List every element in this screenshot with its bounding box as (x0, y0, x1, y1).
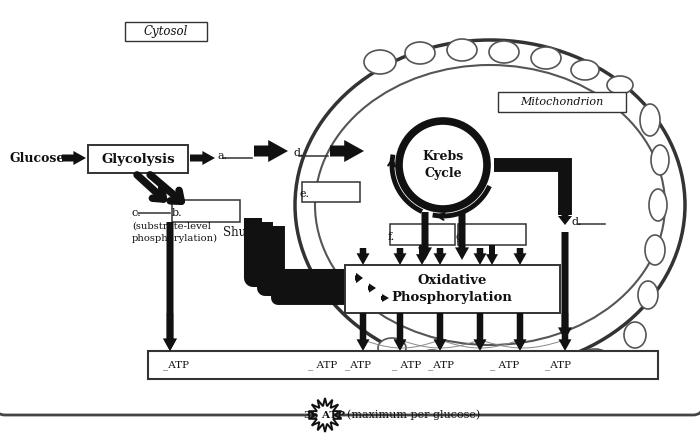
Text: Glucose: Glucose (10, 151, 65, 165)
Ellipse shape (640, 104, 660, 136)
Polygon shape (486, 245, 498, 265)
Ellipse shape (501, 359, 529, 377)
Bar (148, 351, 658, 379)
Text: Oxidative
Phosphorylation: Oxidative Phosphorylation (391, 274, 512, 304)
Text: d.: d. (293, 148, 304, 158)
Polygon shape (514, 248, 526, 265)
Polygon shape (418, 212, 432, 260)
Ellipse shape (541, 356, 569, 374)
Ellipse shape (378, 338, 406, 358)
Text: Cytosol: Cytosol (144, 25, 188, 38)
FancyBboxPatch shape (0, 0, 700, 415)
Text: (substrate-level
phosphorylation): (substrate-level phosphorylation) (132, 222, 218, 243)
Ellipse shape (638, 281, 658, 309)
Text: Glycolysis: Glycolysis (102, 153, 175, 165)
Bar (390, 224, 455, 245)
Polygon shape (559, 313, 571, 351)
Circle shape (399, 121, 487, 209)
Text: 36 ATP: 36 ATP (304, 411, 346, 419)
Ellipse shape (651, 145, 669, 175)
Polygon shape (393, 248, 407, 265)
Ellipse shape (624, 322, 646, 348)
Polygon shape (190, 151, 215, 165)
Polygon shape (254, 140, 288, 162)
Polygon shape (368, 283, 376, 293)
Bar (345, 265, 560, 313)
Ellipse shape (295, 40, 685, 370)
Polygon shape (309, 398, 342, 432)
Polygon shape (433, 248, 447, 265)
Text: (maximum per glucose): (maximum per glucose) (347, 410, 480, 420)
Ellipse shape (531, 47, 561, 69)
Polygon shape (355, 273, 363, 283)
Polygon shape (558, 232, 572, 340)
Bar (88, 145, 188, 173)
Text: _ATP: _ATP (163, 360, 189, 370)
Text: _ ATP: _ ATP (308, 360, 337, 370)
Ellipse shape (489, 41, 519, 63)
Polygon shape (473, 248, 486, 265)
Polygon shape (455, 212, 469, 260)
Polygon shape (356, 313, 370, 351)
Polygon shape (62, 151, 86, 165)
Text: a.: a. (218, 151, 228, 161)
Bar (172, 200, 240, 222)
Polygon shape (356, 248, 370, 265)
Text: g.: g. (456, 232, 466, 242)
Bar (302, 182, 360, 202)
Text: d.: d. (572, 217, 582, 227)
Polygon shape (558, 215, 572, 225)
Bar (458, 224, 526, 245)
Text: _ATP: _ATP (345, 360, 371, 370)
Text: Mitochondrion: Mitochondrion (520, 97, 603, 107)
Text: e.: e. (299, 189, 309, 199)
Ellipse shape (607, 76, 633, 94)
Polygon shape (381, 294, 389, 302)
Ellipse shape (418, 350, 446, 370)
Bar (498, 92, 626, 112)
Polygon shape (416, 245, 428, 265)
Ellipse shape (364, 50, 396, 74)
Text: Krebs
Cycle: Krebs Cycle (422, 150, 463, 180)
Polygon shape (473, 313, 486, 351)
Bar (125, 22, 207, 41)
Polygon shape (163, 222, 177, 351)
Ellipse shape (459, 357, 487, 375)
Text: f.: f. (388, 232, 395, 242)
Polygon shape (164, 313, 176, 351)
Polygon shape (514, 313, 526, 351)
Text: _ATP: _ATP (428, 360, 454, 370)
Ellipse shape (645, 235, 665, 265)
Ellipse shape (447, 39, 477, 61)
Polygon shape (433, 313, 447, 351)
Polygon shape (330, 140, 364, 162)
Text: Shuttle: Shuttle (223, 227, 267, 239)
Text: _ATP: _ATP (545, 360, 571, 370)
Text: _ ATP: _ ATP (392, 360, 421, 370)
Polygon shape (393, 313, 407, 351)
Text: b.: b. (172, 208, 183, 218)
Ellipse shape (405, 42, 435, 64)
Ellipse shape (649, 189, 667, 221)
Text: _ ATP: _ ATP (490, 360, 519, 370)
Ellipse shape (581, 349, 609, 367)
Text: c.: c. (132, 208, 141, 218)
Ellipse shape (571, 60, 599, 80)
Ellipse shape (315, 65, 665, 345)
